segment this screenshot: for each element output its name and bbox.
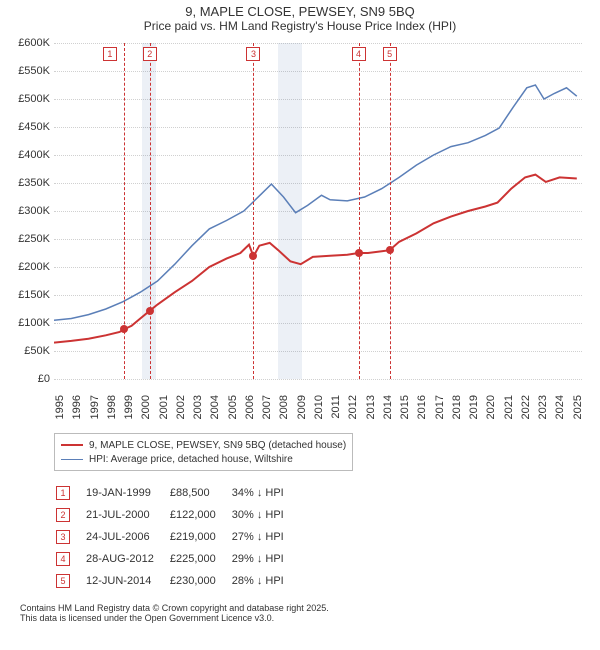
y-tick-label: £100K xyxy=(10,317,50,329)
y-tick-label: £300K xyxy=(10,205,50,217)
sale-price: £219,000 xyxy=(170,527,230,547)
x-tick-label: 2001 xyxy=(158,395,170,435)
x-tick-label: 2009 xyxy=(296,395,308,435)
x-tick-label: 2018 xyxy=(451,395,463,435)
x-tick-label: 2011 xyxy=(330,395,342,435)
table-row: 3 24-JUL-2006£219,00027% ↓ HPI xyxy=(56,527,298,547)
x-tick-label: 2003 xyxy=(192,395,204,435)
x-tick-label: 2020 xyxy=(485,395,497,435)
y-tick-label: £150K xyxy=(10,289,50,301)
sale-number-box: 2 xyxy=(56,508,70,522)
x-tick-label: 1995 xyxy=(54,395,66,435)
x-tick-label: 2014 xyxy=(382,395,394,435)
legend-row: HPI: Average price, detached house, Wilt… xyxy=(61,452,346,466)
x-tick-labels: 1995199619971998199920002001200220032004… xyxy=(54,43,582,379)
sale-date: 12-JUN-2014 xyxy=(86,571,168,591)
x-tick-label: 2000 xyxy=(140,395,152,435)
x-tick-label: 2019 xyxy=(468,395,480,435)
sale-delta: 28% ↓ HPI xyxy=(232,571,298,591)
sale-delta: 34% ↓ HPI xyxy=(232,483,298,503)
sales-table: 1 19-JAN-1999£88,50034% ↓ HPI 2 21-JUL-2000… xyxy=(54,481,300,593)
x-tick-label: 2023 xyxy=(537,395,549,435)
sale-date: 19-JAN-1999 xyxy=(86,483,168,503)
y-tick-label: £250K xyxy=(10,233,50,245)
chart-title-block: 9, MAPLE CLOSE, PEWSEY, SN9 5BQ Price pa… xyxy=(0,0,600,39)
x-tick-label: 1998 xyxy=(106,395,118,435)
sale-price: £225,000 xyxy=(170,549,230,569)
x-tick-label: 2007 xyxy=(261,395,273,435)
x-tick-label: 2008 xyxy=(278,395,290,435)
legend-swatch xyxy=(61,444,83,446)
table-row: 4 28-AUG-2012£225,00029% ↓ HPI xyxy=(56,549,298,569)
y-tick-label: £550K xyxy=(10,65,50,77)
x-tick-label: 2025 xyxy=(572,395,584,435)
gridline xyxy=(54,379,582,380)
y-tick-label: £0 xyxy=(10,373,50,385)
x-tick-label: 2015 xyxy=(399,395,411,435)
sale-date: 24-JUL-2006 xyxy=(86,527,168,547)
plot-box: £0£50K£100K£150K£200K£250K£300K£350K£400… xyxy=(54,43,582,379)
x-tick-label: 2013 xyxy=(365,395,377,435)
legend-swatch xyxy=(61,459,83,460)
x-tick-label: 2005 xyxy=(227,395,239,435)
x-tick-label: 2016 xyxy=(416,395,428,435)
sale-number-box: 1 xyxy=(56,486,70,500)
sale-number-box: 3 xyxy=(56,530,70,544)
sale-price: £88,500 xyxy=(170,483,230,503)
x-tick-label: 2017 xyxy=(434,395,446,435)
y-tick-label: £200K xyxy=(10,261,50,273)
sale-date: 28-AUG-2012 xyxy=(86,549,168,569)
x-tick-label: 1997 xyxy=(89,395,101,435)
y-tick-label: £350K xyxy=(10,177,50,189)
title-line-1: 9, MAPLE CLOSE, PEWSEY, SN9 5BQ xyxy=(10,4,590,19)
legend-row: 9, MAPLE CLOSE, PEWSEY, SN9 5BQ (detache… xyxy=(61,438,346,452)
sale-price: £122,000 xyxy=(170,505,230,525)
sale-price: £230,000 xyxy=(170,571,230,591)
x-tick-label: 2022 xyxy=(520,395,532,435)
table-row: 5 12-JUN-2014£230,00028% ↓ HPI xyxy=(56,571,298,591)
sale-delta: 29% ↓ HPI xyxy=(232,549,298,569)
y-tick-label: £500K xyxy=(10,93,50,105)
x-tick-label: 1996 xyxy=(71,395,83,435)
legend-label: HPI: Average price, detached house, Wilt… xyxy=(89,454,293,465)
title-line-2: Price paid vs. HM Land Registry's House … xyxy=(10,19,590,33)
sale-date: 21-JUL-2000 xyxy=(86,505,168,525)
legend: 9, MAPLE CLOSE, PEWSEY, SN9 5BQ (detache… xyxy=(54,433,353,471)
table-row: 2 21-JUL-2000£122,00030% ↓ HPI xyxy=(56,505,298,525)
x-tick-label: 1999 xyxy=(123,395,135,435)
x-tick-label: 2004 xyxy=(209,395,221,435)
table-row: 1 19-JAN-1999£88,50034% ↓ HPI xyxy=(56,483,298,503)
x-tick-label: 2021 xyxy=(503,395,515,435)
footer-line-1: Contains HM Land Registry data © Crown c… xyxy=(20,603,590,613)
sale-delta: 27% ↓ HPI xyxy=(232,527,298,547)
y-tick-label: £600K xyxy=(10,37,50,49)
x-tick-label: 2010 xyxy=(313,395,325,435)
x-tick-label: 2002 xyxy=(175,395,187,435)
y-tick-label: £400K xyxy=(10,149,50,161)
y-tick-label: £450K xyxy=(10,121,50,133)
chart-area: £0 £50K £100K £150K £200K £250K £300K £350K £400… xyxy=(10,39,590,429)
footer: Contains HM Land Registry data © Crown c… xyxy=(20,603,590,623)
x-tick-label: 2012 xyxy=(347,395,359,435)
sale-delta: 30% ↓ HPI xyxy=(232,505,298,525)
sale-number-box: 5 xyxy=(56,574,70,588)
sale-number-box: 4 xyxy=(56,552,70,566)
y-tick-label: £50K xyxy=(10,345,50,357)
legend-label: 9, MAPLE CLOSE, PEWSEY, SN9 5BQ (detache… xyxy=(89,440,346,451)
x-tick-label: 2006 xyxy=(244,395,256,435)
footer-line-2: This data is licensed under the Open Gov… xyxy=(20,613,590,623)
x-tick-label: 2024 xyxy=(554,395,566,435)
